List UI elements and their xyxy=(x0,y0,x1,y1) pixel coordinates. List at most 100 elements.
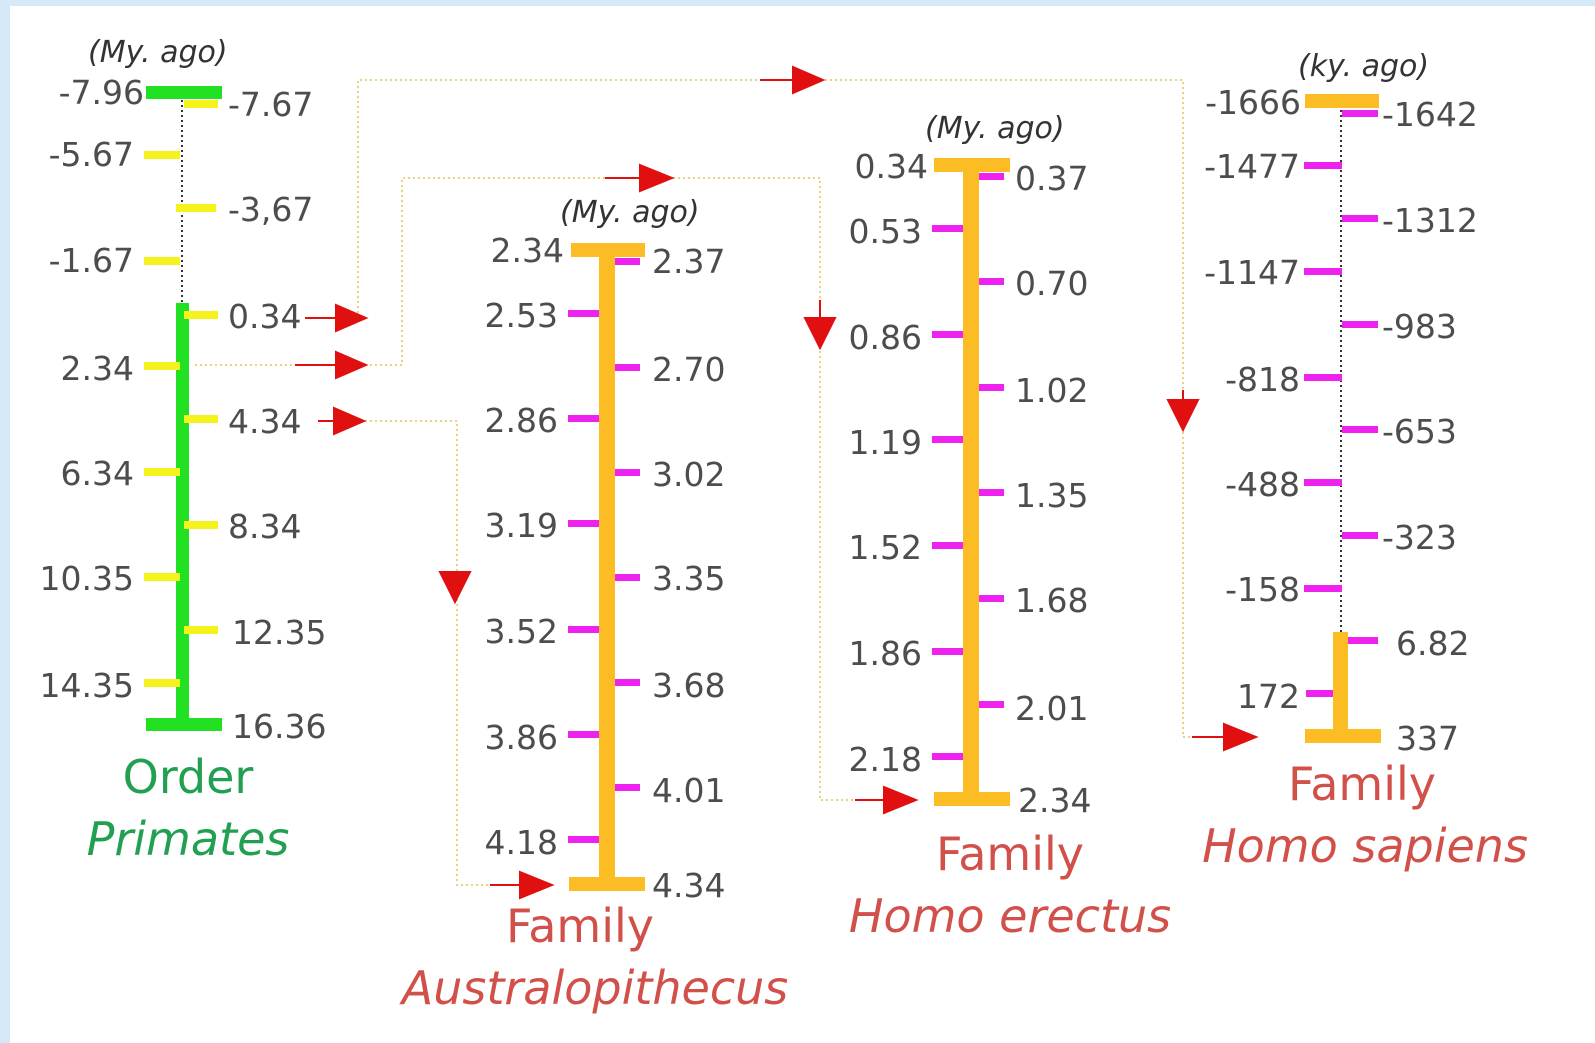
arrow-right-icon xyxy=(855,785,919,815)
tick xyxy=(144,151,180,159)
tick-label: -7.96 xyxy=(59,73,144,112)
scale-cap-bottom xyxy=(569,877,645,891)
tick-label: 6.34 xyxy=(61,454,134,493)
arrow-down-icon xyxy=(438,571,472,605)
scale-title-line2: Homo sapiens xyxy=(1202,819,1528,873)
tick-label: 2.34 xyxy=(491,231,564,270)
tick-label: 3.86 xyxy=(485,718,558,757)
tick xyxy=(568,626,599,633)
tick xyxy=(615,364,640,371)
tick xyxy=(568,415,599,422)
tick-label: 4.01 xyxy=(652,771,725,810)
tick-label: 2.18 xyxy=(849,740,922,779)
tick-label: 0.53 xyxy=(849,212,922,251)
right-tick-labels: -1642 -1312 -983 -653 -323 6.82 337 xyxy=(1382,95,1478,758)
tick-label: -5.67 xyxy=(49,135,134,174)
tick xyxy=(615,574,640,581)
left-tick-labels: -1666 -1477 -1147 -818 -488 -158 172 xyxy=(1204,83,1301,716)
tick-label: 2.37 xyxy=(652,242,725,281)
scale-title-line1: Family xyxy=(1288,757,1436,811)
tick xyxy=(932,542,963,549)
tick xyxy=(1342,215,1378,222)
tick xyxy=(568,836,599,843)
tick-label: 8.34 xyxy=(228,507,301,546)
tick-marks xyxy=(568,258,640,843)
tick-label: 1.52 xyxy=(849,528,922,567)
tick-label: 16.36 xyxy=(232,707,326,746)
left-tick-labels: 0.34 0.53 0.86 1.19 1.52 1.86 2.18 xyxy=(849,147,928,779)
tick-label: -323 xyxy=(1382,518,1457,557)
tick-label: 2.01 xyxy=(1015,689,1088,728)
scale-homo-sapiens: (ky. ago) -1666 -1477 -1147 -818 -488 -1… xyxy=(1202,49,1528,873)
tick-label: -818 xyxy=(1225,360,1300,399)
tick xyxy=(932,331,963,338)
tick-label: 2.34 xyxy=(1018,781,1091,820)
tick xyxy=(144,573,180,581)
tick xyxy=(1342,532,1378,539)
tick-label: 2.53 xyxy=(485,296,558,335)
left-tick-labels: 2.34 2.53 2.86 3.19 3.52 3.86 4.18 xyxy=(485,231,564,862)
left-tick-labels: -7.96 -5.67 -1.67 2.34 6.34 10.35 14.35 xyxy=(40,73,144,705)
tick xyxy=(979,384,1004,391)
unit-label: (My. ago) xyxy=(925,111,1065,146)
tick xyxy=(615,258,640,265)
tick xyxy=(932,436,963,443)
tick xyxy=(184,311,218,319)
tick xyxy=(932,753,963,760)
tick-label: 1.02 xyxy=(1015,371,1088,410)
tick-label: 12.35 xyxy=(232,613,326,652)
tick-label: 3.35 xyxy=(652,559,725,598)
arrows xyxy=(295,65,1259,900)
tick-label: 1.35 xyxy=(1015,476,1088,515)
tick-label: -158 xyxy=(1225,570,1300,609)
scale-title-line2: Primates xyxy=(87,812,290,866)
tick xyxy=(184,521,218,529)
arrow-right-icon xyxy=(318,406,367,436)
scale-cap-bottom xyxy=(146,718,222,731)
scale-bar xyxy=(176,303,189,725)
arrow-down-icon xyxy=(803,300,837,351)
arrow-down-icon xyxy=(1166,390,1200,433)
tick xyxy=(615,784,640,791)
tick xyxy=(1304,268,1342,275)
tick xyxy=(184,100,218,108)
tick xyxy=(1304,479,1342,486)
tick xyxy=(144,468,180,476)
tick xyxy=(979,595,1004,602)
tick-label: 3.02 xyxy=(652,455,725,494)
tick-label: 0.86 xyxy=(849,318,922,357)
scale-cap-bottom xyxy=(1305,729,1381,743)
tick xyxy=(184,415,218,423)
tick xyxy=(184,626,218,634)
tick-label: -1.67 xyxy=(49,241,134,280)
arrow-right-icon xyxy=(305,303,369,333)
tick-marks xyxy=(932,173,1004,760)
tick-label: -1642 xyxy=(1382,95,1478,134)
arrow-right-icon xyxy=(295,350,369,380)
tick xyxy=(1342,321,1378,328)
tick-label: 10.35 xyxy=(40,559,134,598)
scale-title-line1: Family xyxy=(936,827,1084,881)
tick xyxy=(979,489,1004,496)
arrow-right-icon xyxy=(1192,722,1259,752)
scale-title-line2: Homo erectus xyxy=(849,889,1171,943)
arrow-right-icon xyxy=(760,65,826,95)
tick-label: -3,67 xyxy=(228,190,313,229)
tick-label: 3.68 xyxy=(652,666,725,705)
tick-label: 2.70 xyxy=(652,350,725,389)
tick-label: 0.34 xyxy=(855,147,928,186)
tick-label: 172 xyxy=(1237,677,1300,716)
tick xyxy=(144,362,180,370)
tick xyxy=(144,257,180,265)
scale-title-line1: Family xyxy=(506,899,654,953)
tick xyxy=(932,225,963,232)
tick-marks xyxy=(144,100,218,687)
tick-label: 4.18 xyxy=(485,823,558,862)
diagram-panel xyxy=(10,6,1595,1043)
arrow-right-icon xyxy=(605,163,675,193)
tick xyxy=(144,679,180,687)
scale-bar xyxy=(963,165,979,800)
tick-label: 1.68 xyxy=(1015,581,1088,620)
tick xyxy=(1342,426,1378,433)
